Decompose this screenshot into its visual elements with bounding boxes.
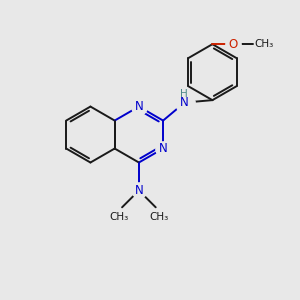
Text: CH₃: CH₃ bbox=[149, 212, 168, 222]
Text: CH₃: CH₃ bbox=[254, 39, 274, 49]
Text: N: N bbox=[134, 184, 143, 197]
Text: N: N bbox=[180, 96, 189, 109]
Text: N: N bbox=[159, 142, 167, 155]
Text: O: O bbox=[229, 38, 238, 51]
Text: CH₃: CH₃ bbox=[110, 212, 129, 222]
Text: N: N bbox=[134, 100, 143, 113]
Text: H: H bbox=[180, 89, 188, 99]
